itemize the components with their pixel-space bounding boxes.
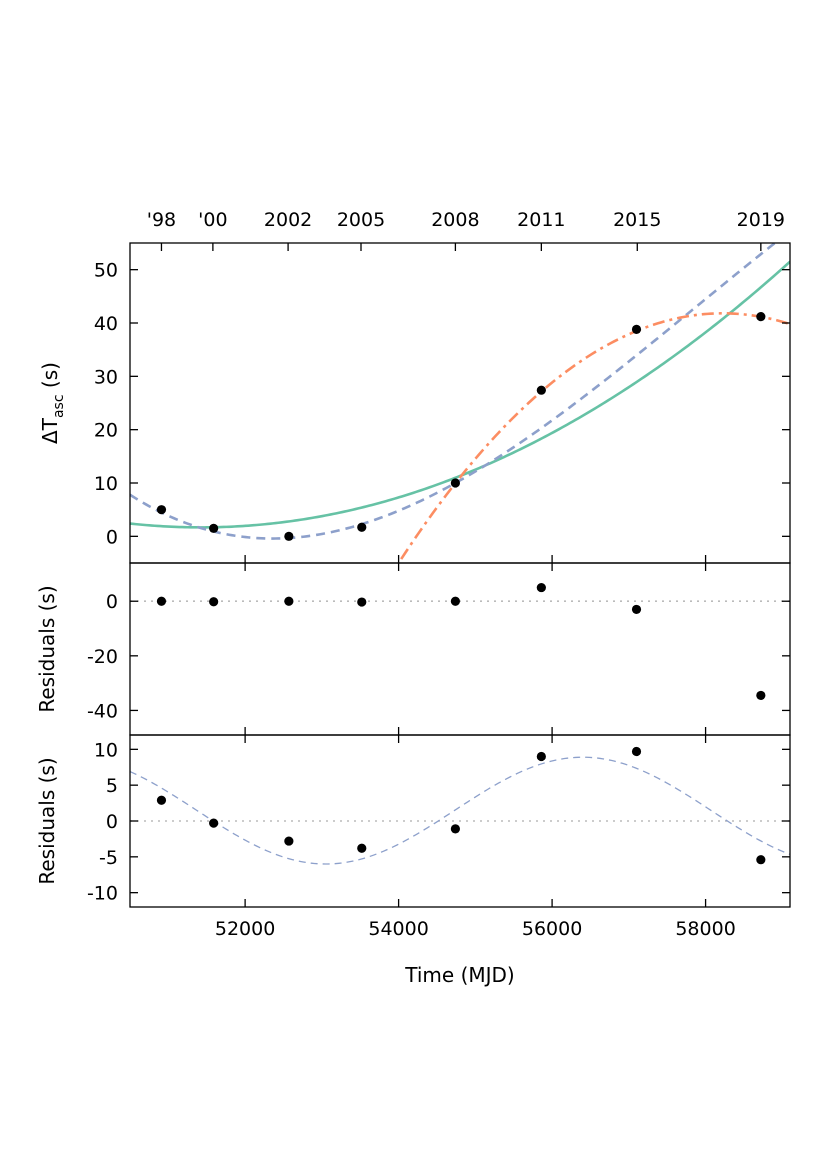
data-point [209,597,219,607]
data-point [357,597,367,607]
data-point [357,522,367,532]
y-axis-label: Residuals (s) [35,585,59,712]
x-tick-label: 52000 [215,918,275,940]
data-point [156,596,167,606]
data-point [631,324,642,334]
y-tick-label: 30 [94,366,118,388]
series-line-quadratic-fit [130,260,790,529]
data-point [450,596,460,606]
data-point [450,824,460,834]
panel-middle: 0 -20 -40 Residuals (s) [35,562,791,736]
data-point [284,596,294,606]
data-point [756,690,766,701]
data-points [156,312,766,541]
series-line-cubic-fit [130,243,778,540]
y-tick-label: 0 [106,591,118,613]
data-point [284,531,294,541]
y-tick-label: -20 [87,646,118,668]
top-tick-label: 2019 [737,209,785,231]
y-tick-label: 10 [94,739,118,761]
data-point [357,843,367,853]
data-point [284,836,294,846]
x-tick-label: 58000 [675,918,735,940]
y-axis-label: Residuals (s) [35,757,59,884]
x-ticks [244,563,707,735]
y-tick-label: 20 [94,420,118,442]
y-axis-label: ΔTasc (s) [38,362,67,444]
y-ticks: 0 -20 -40 [87,591,790,722]
data-point [450,478,460,488]
plot-frame [129,242,791,564]
series-line-steep-fit [397,312,790,563]
top-tick-label: '00 [198,209,227,231]
data-point [756,312,766,322]
data-point [536,385,546,395]
top-tick-label: 2008 [431,209,479,231]
data-point [209,818,219,828]
panel-top: 0 10 20 30 40 50 '98 '00 2002 2005 2008 2011 2015 20… [38,209,791,564]
sine-fit-line [130,756,790,865]
top-tick-label: 2015 [613,209,661,231]
x-tick-label: 56000 [522,918,582,940]
top-tick-label: 2011 [517,209,565,231]
data-point [756,855,766,865]
x-tick-label: 54000 [368,918,428,940]
y-tick-label: -10 [87,883,118,905]
top-tick-label: '98 [147,209,176,231]
data-point [536,582,546,593]
y-tick-label: -5 [99,847,118,869]
y-tick-label: 0 [106,526,118,548]
y-ticks: 0 10 20 30 40 50 [94,260,790,548]
x-axis-label: Time (MJD) [404,963,514,987]
top-tick-label: 2002 [264,209,312,231]
y-tick-label: 50 [94,260,118,282]
x-ticks: 52000 54000 56000 58000 [215,735,736,940]
data-points [156,746,766,865]
y-tick-label: 10 [94,473,118,495]
panel-bottom: 10 5 0 -5 -10 52000 54000 56000 58000 Residuals… [35,734,791,987]
y-ticks: 10 5 0 -5 -10 [87,739,790,905]
y-tick-label: 5 [106,775,118,797]
data-point [631,604,642,615]
data-point [209,523,219,533]
top-axis-ticks: '98 '00 2002 2005 2008 2011 2015 2019 [147,209,785,563]
data-points [156,582,766,701]
data-point [156,505,167,515]
y-tick-label: 40 [94,313,118,335]
y-tick-label: 0 [106,811,118,833]
plot-frame [129,562,791,736]
y-tick-label: -40 [87,700,118,722]
data-point [156,795,167,805]
top-tick-label: 2005 [337,209,385,231]
data-point [631,746,642,757]
data-point [536,751,546,762]
